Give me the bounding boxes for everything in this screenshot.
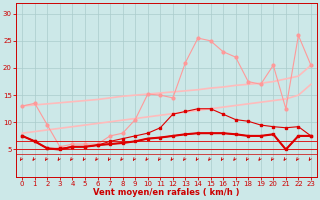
X-axis label: Vent moyen/en rafales ( km/h ): Vent moyen/en rafales ( km/h ) xyxy=(93,188,240,197)
